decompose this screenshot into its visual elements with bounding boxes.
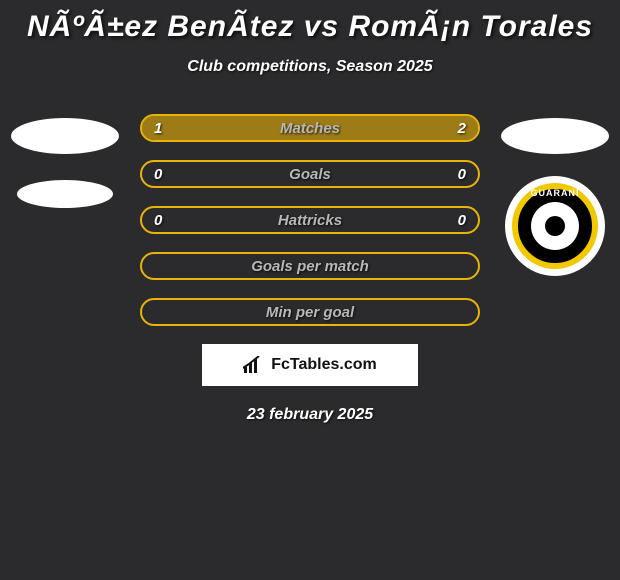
stat-row-min-per-goal: Min per goal <box>140 298 480 326</box>
stat-row-matches: 1 Matches 2 <box>140 114 480 142</box>
stat-label: Goals per match <box>142 258 478 275</box>
stat-left-value: 0 <box>154 166 162 183</box>
club-logo-inner <box>531 202 579 250</box>
player-right-column: GUARANI <box>495 118 615 276</box>
stat-right-value: 2 <box>458 120 466 137</box>
stat-label: Matches <box>142 120 478 137</box>
club-left-placeholder <box>17 180 113 208</box>
bar-chart-icon <box>243 356 265 374</box>
stats-list: 1 Matches 2 0 Goals 0 0 Hattricks 0 Goal… <box>140 114 480 326</box>
stat-left-value: 1 <box>154 120 162 137</box>
date-text: 23 february 2025 <box>0 406 620 424</box>
stat-right-value: 0 <box>458 212 466 229</box>
stat-label: Goals <box>142 166 478 183</box>
branding-text: FcTables.com <box>271 356 377 374</box>
player-left-placeholder <box>11 118 119 154</box>
subtitle: Club competitions, Season 2025 <box>0 58 620 76</box>
title: NÃºÃ±ez BenÃ­tez vs RomÃ¡n Torales <box>0 0 620 44</box>
stat-row-goals-per-match: Goals per match <box>140 252 480 280</box>
stat-label: Hattricks <box>142 212 478 229</box>
stat-label: Min per goal <box>142 304 478 321</box>
stat-left-value: 0 <box>154 212 162 229</box>
branding-box[interactable]: FcTables.com <box>202 344 418 386</box>
club-logo-ball <box>545 216 565 236</box>
stat-right-value: 0 <box>458 166 466 183</box>
stat-row-hattricks: 0 Hattricks 0 <box>140 206 480 234</box>
comparison-card: NÃºÃ±ez BenÃ­tez vs RomÃ¡n Torales Club … <box>0 0 620 424</box>
player-left-column <box>5 118 125 208</box>
stat-row-goals: 0 Goals 0 <box>140 160 480 188</box>
player-right-placeholder <box>501 118 609 154</box>
club-right-logo: GUARANI <box>505 176 605 276</box>
club-logo-text: GUARANI <box>505 188 605 198</box>
